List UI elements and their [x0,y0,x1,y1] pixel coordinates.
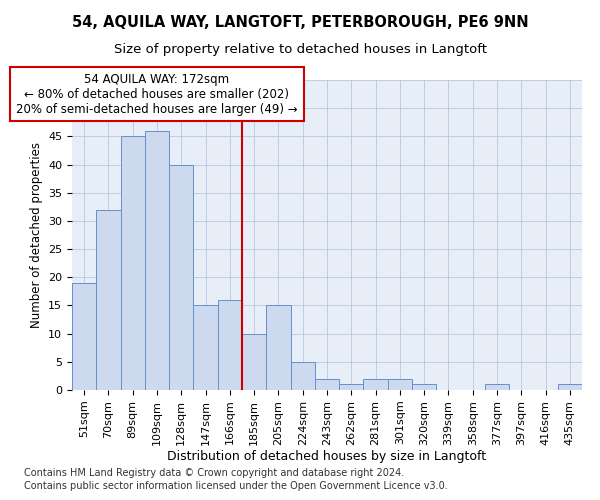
Text: Contains HM Land Registry data © Crown copyright and database right 2024.: Contains HM Land Registry data © Crown c… [24,468,404,477]
Bar [145,130,169,390]
X-axis label: Distribution of detached houses by size in Langtoft: Distribution of detached houses by size … [167,450,487,464]
Text: 54 AQUILA WAY: 172sqm
← 80% of detached houses are smaller (202)
20% of semi-det: 54 AQUILA WAY: 172sqm ← 80% of detached … [16,72,298,116]
Bar [315,378,339,390]
Bar [364,378,388,390]
Bar [193,306,218,390]
Bar [290,362,315,390]
Text: Size of property relative to detached houses in Langtoft: Size of property relative to detached ho… [113,42,487,56]
Bar [388,378,412,390]
Bar [266,306,290,390]
Bar [412,384,436,390]
Bar [72,283,96,390]
Bar [96,210,121,390]
Bar [218,300,242,390]
Bar [485,384,509,390]
Y-axis label: Number of detached properties: Number of detached properties [29,142,43,328]
Bar [121,136,145,390]
Bar [339,384,364,390]
Bar [242,334,266,390]
Text: Contains public sector information licensed under the Open Government Licence v3: Contains public sector information licen… [24,481,448,491]
Bar [558,384,582,390]
Bar [169,164,193,390]
Text: 54, AQUILA WAY, LANGTOFT, PETERBOROUGH, PE6 9NN: 54, AQUILA WAY, LANGTOFT, PETERBOROUGH, … [71,15,529,30]
